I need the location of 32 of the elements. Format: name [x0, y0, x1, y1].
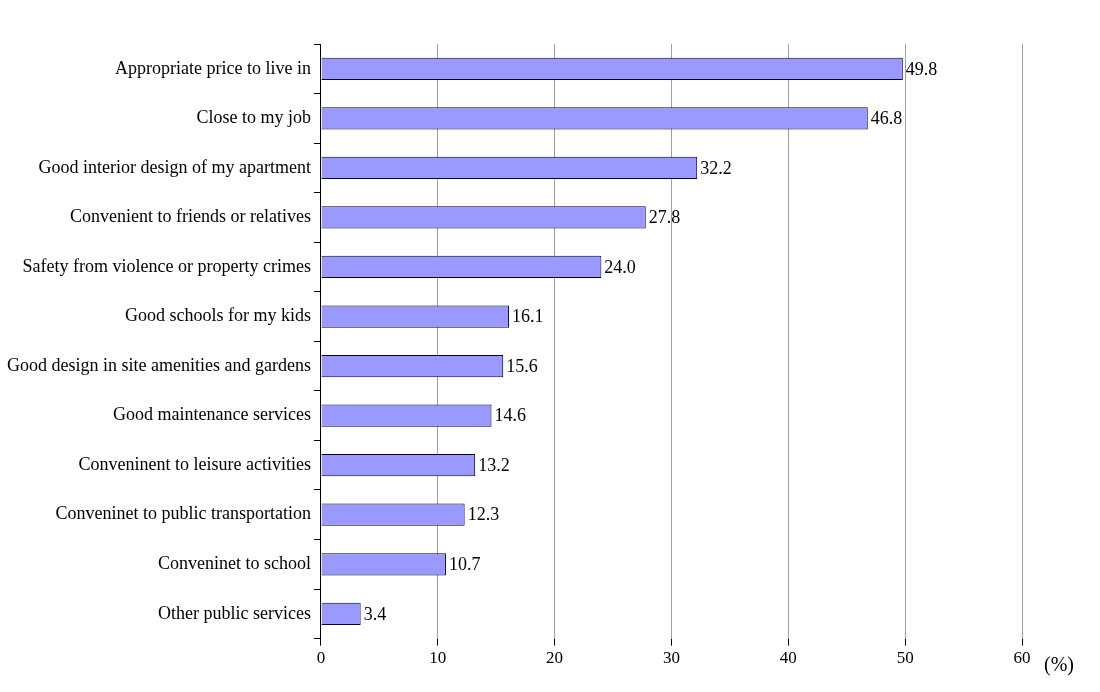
- y-tick-label: Good design in site amenities and gardens: [7, 354, 311, 375]
- y-tick-label: Conveninet to school: [157, 553, 311, 574]
- data-label: 10.7: [448, 554, 481, 575]
- data-label: 12.3: [467, 504, 500, 525]
- x-tick-label: 30: [662, 648, 680, 668]
- data-label: 16.1: [512, 306, 544, 327]
- x-tick-label: 50: [896, 648, 914, 668]
- x-axis-title: (%): [1044, 653, 1074, 677]
- y-tick-label: Good maintenance services: [113, 404, 311, 425]
- x-tick-label: 20: [546, 648, 564, 668]
- data-label: 14.6: [494, 405, 527, 426]
- y-tick-label: Conveninet to public transportation: [55, 503, 311, 524]
- data-label: 3.4: [363, 603, 387, 624]
- y-tick-label: Appropriate price to live in: [115, 57, 311, 78]
- data-label: 15.6: [506, 355, 538, 376]
- data-label: 13.2: [478, 454, 510, 475]
- y-tick-label: Other public services: [157, 602, 311, 623]
- x-tick-label: 60: [1013, 648, 1031, 668]
- data-label: 27.8: [648, 207, 681, 228]
- data-label: 24.0: [604, 256, 636, 277]
- y-tick-label: Convenient to friends or relatives: [70, 206, 311, 227]
- y-tick-label: Good interior design of my apartment: [38, 156, 311, 177]
- y-tick-label: Good schools for my kids: [124, 305, 311, 326]
- y-tick-label: Close to my job: [196, 107, 311, 128]
- x-tick-label: 10: [429, 648, 447, 668]
- y-tick-label: Conveninent to leisure activities: [78, 453, 311, 474]
- data-label: 46.8: [870, 108, 903, 129]
- x-tick-label: 0: [316, 648, 326, 668]
- data-label: 49.8: [905, 58, 938, 79]
- data-label: 32.2: [700, 157, 732, 178]
- y-tick-label: Safety from violence or property crimes: [22, 255, 311, 276]
- x-tick-label: 40: [779, 648, 797, 668]
